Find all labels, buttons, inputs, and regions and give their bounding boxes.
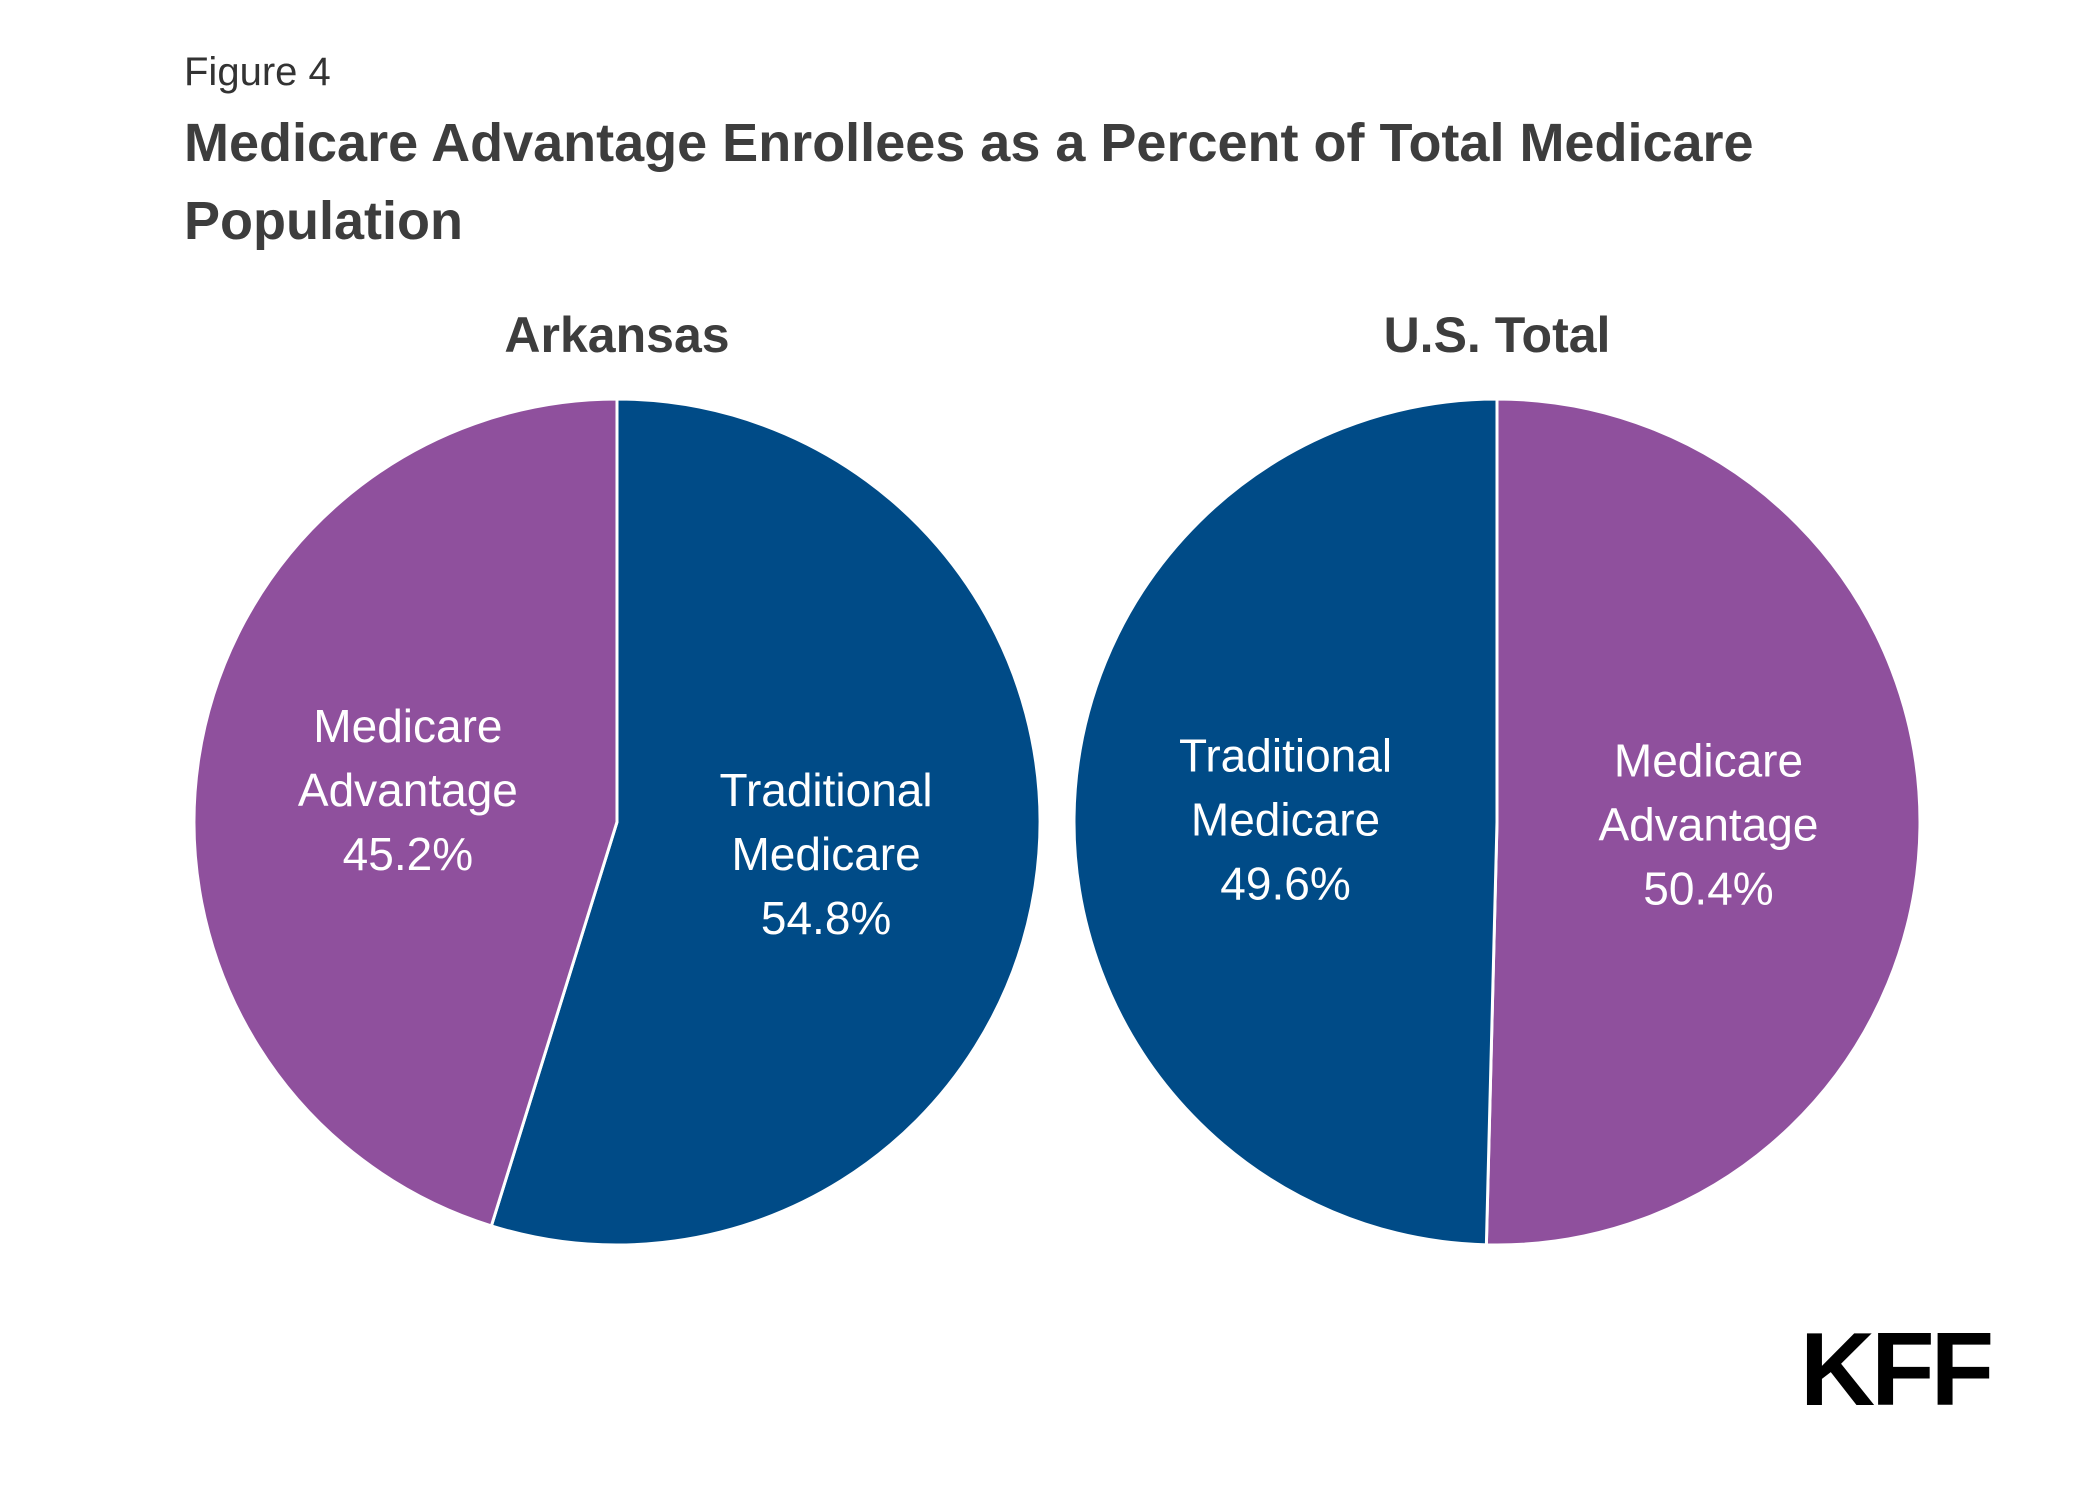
pie-slice-label: Traditional Medicare 54.8% (720, 764, 933, 944)
pie-title: Arkansas (504, 307, 729, 363)
pie-slice (192, 397, 619, 1228)
pie-chart-2: U.S. Total Medicare Advantage 50.4% Traditio… (1072, 307, 1922, 1247)
pie-slice (1072, 397, 1499, 1247)
figure-title: Medicare Advantage Enrollees as a Percen… (184, 113, 1754, 251)
pie-title: U.S. Total (1384, 307, 1611, 363)
kff-logo: KFF (1800, 1312, 1994, 1428)
pie-slice-label: Traditional Medicare 49.6% (1179, 729, 1392, 909)
pie-slice-label: Medicare Advantage 45.2% (298, 700, 518, 880)
pie-slice (1484, 397, 1922, 1247)
pie-slice (489, 397, 1042, 1247)
pie-chart-1: Arkansas Traditional Medicare 54.8% Medicare… (192, 307, 1042, 1247)
figure-label: Figure 4 (184, 50, 331, 94)
pie-slice-label: Medicare Advantage 50.4% (1598, 735, 1818, 915)
